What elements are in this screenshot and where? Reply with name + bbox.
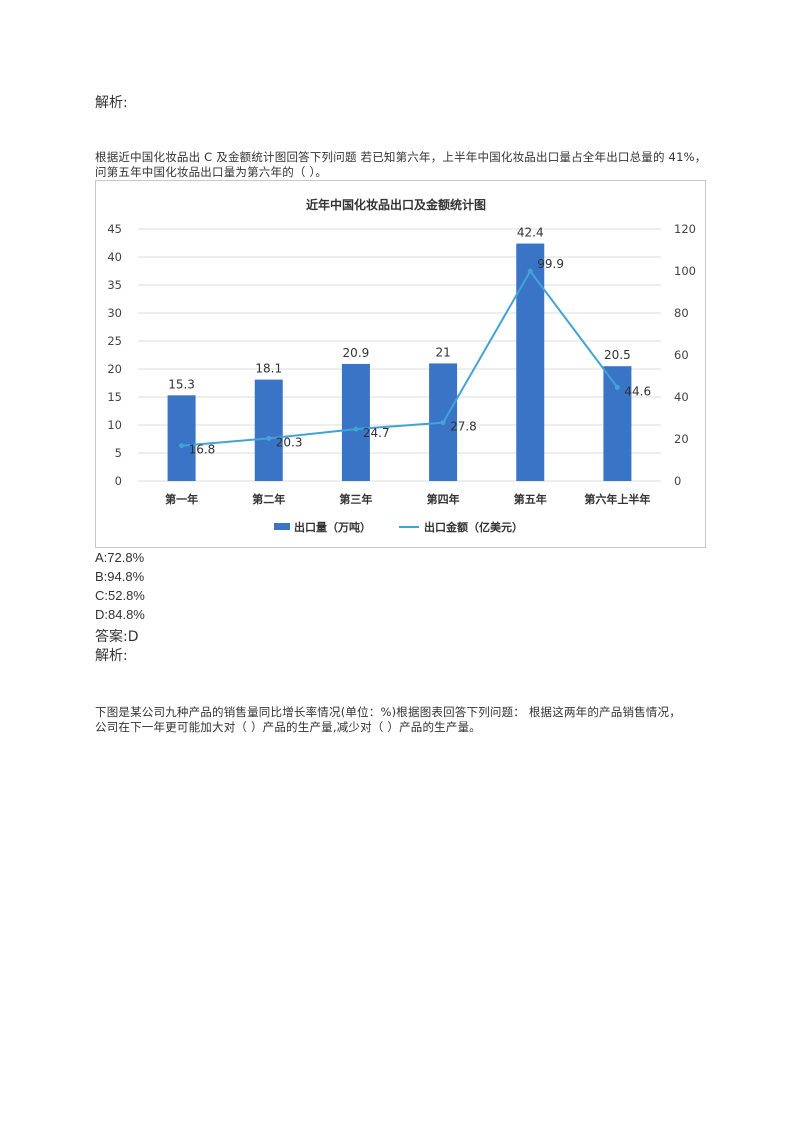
legend-label-bar: 出口量（万吨） <box>294 520 371 534</box>
y-left-tick-label: 45 <box>107 222 122 236</box>
bar-value-label: 15.3 <box>168 377 195 391</box>
x-tick-label: 第一年 <box>165 492 198 506</box>
line-point <box>614 384 620 390</box>
question-2-text: 下图是某公司九种产品的销售量同比增长率情况(单位：%)根据图表回答下列问题： 根… <box>95 705 735 735</box>
line-value-label: 27.8 <box>450 420 477 434</box>
question-line-1: 根据近中国化妆品出 C 及金额统计图回答下列问题 若已知第六年，上半年中国化妆品… <box>95 150 707 164</box>
y-left-tick-label: 10 <box>107 418 122 432</box>
bar-value-label: 42.4 <box>517 226 544 240</box>
option-d[interactable]: D:84.8% <box>95 607 145 622</box>
y-left-tick-label: 0 <box>115 474 122 488</box>
line-point <box>353 426 359 432</box>
option-a[interactable]: A:72.8% <box>95 550 145 565</box>
line-point <box>179 443 185 449</box>
line-value-label: 44.6 <box>624 384 651 398</box>
x-tick-label: 第三年 <box>339 492 372 506</box>
analysis-heading: 解析: <box>95 95 128 111</box>
legend-label-line: 出口金额（亿美元） <box>424 520 523 534</box>
y-right-tick-label: 0 <box>674 474 681 488</box>
y-right-tick-label: 120 <box>674 222 696 236</box>
line-series <box>181 269 619 447</box>
option-c[interactable]: C:52.8% <box>95 588 145 603</box>
line-point <box>266 435 272 441</box>
y-right-tick-label: 20 <box>674 432 689 446</box>
y-left-tick-label: 20 <box>107 362 122 376</box>
chart: 近年中国化妆品出口及金额统计图 15.3 18.1 20.9 21 42.4 20.5 16… <box>107 197 696 534</box>
question-2-line-1: 下图是某公司九种产品的销售量同比增长率情况(单位：%)根据图表回答下列问题： 根… <box>95 705 681 719</box>
legend-swatch-bar <box>274 523 290 530</box>
question-line-2: 问第五年中国化妆品出口量为第六年的（ ）。 <box>95 165 328 179</box>
y-left-tick-label: 35 <box>107 278 122 292</box>
chart-title: 近年中国化妆品出口及金额统计图 <box>306 197 486 212</box>
line-point <box>440 420 446 426</box>
y-left-tick-label: 40 <box>107 250 122 264</box>
y-right-tick-label: 100 <box>674 264 696 278</box>
question-text: 根据近中国化妆品出 C 及金额统计图回答下列问题 若已知第六年，上半年中国化妆品… <box>95 150 735 180</box>
answer-text: 答案:D <box>95 629 139 645</box>
y-left-tick-label: 5 <box>115 446 122 460</box>
line-value-label: 16.8 <box>189 443 216 457</box>
line-value-label: 20.3 <box>276 435 303 449</box>
bar <box>254 379 283 481</box>
bar <box>167 395 196 481</box>
y-right-tick-label: 80 <box>674 306 689 320</box>
y-left-tick-label: 30 <box>107 306 122 320</box>
question-2-line-2: 公司在下一年更可能加大对（ ）产品的生产量,减少对（ ）产品的生产量。 <box>95 720 481 734</box>
y-right-tick-label: 40 <box>674 390 689 404</box>
line-point <box>527 268 533 274</box>
bar-value-label: 20.5 <box>604 348 631 362</box>
analysis-heading-2: 解析: <box>95 648 128 664</box>
x-tick-label: 第六年上半年 <box>584 492 650 506</box>
chart-legend: 出口量（万吨） 出口金额（亿美元） <box>274 520 523 534</box>
x-tick-label: 第五年 <box>514 492 547 506</box>
chart-container: 近年中国化妆品出口及金额统计图 15.3 18.1 20.9 21 42.4 20.5 16… <box>95 180 706 548</box>
bar-value-label: 21 <box>435 345 450 359</box>
bar-value-label: 20.9 <box>343 346 370 360</box>
x-tick-label: 第二年 <box>252 492 285 506</box>
y-right-tick-label: 60 <box>674 348 689 362</box>
line-value-label: 24.7 <box>363 426 390 440</box>
bar-value-label: 18.1 <box>255 362 282 376</box>
line-value-label: 99.9 <box>537 257 564 271</box>
y-left-tick-label: 15 <box>107 390 122 404</box>
bar <box>516 243 545 481</box>
x-tick-label: 第四年 <box>427 492 460 506</box>
option-b[interactable]: B:94.8% <box>95 569 145 584</box>
bar <box>341 363 370 481</box>
y-left-tick-label: 25 <box>107 334 122 348</box>
